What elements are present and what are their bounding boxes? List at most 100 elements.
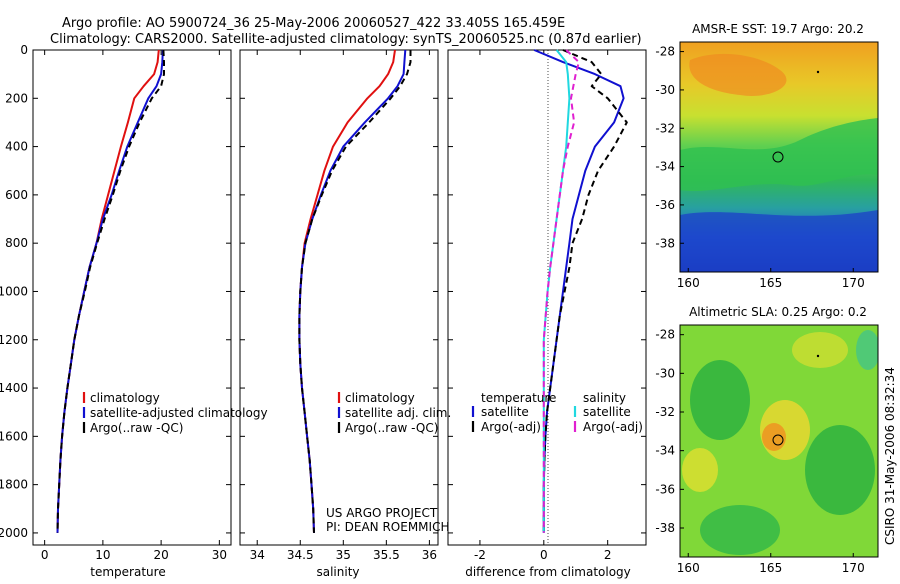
sst-map-frame <box>679 41 879 273</box>
sla-map-ticks: 160 165 170 -28 -30 -32 -34 -36 -38 <box>655 328 864 575</box>
x-tick-label: 0 <box>540 548 548 562</box>
figure-title-line1: Argo profile: AO 5900724_36 25-May-2006 … <box>62 16 565 31</box>
sla-map-dot <box>816 354 820 358</box>
legend-label-climatology: climatology <box>345 391 415 405</box>
x-tick-label: 30 <box>212 548 227 562</box>
sst-map-ticks: 160 165 170 -28 -30 -32 -34 -36 -38 <box>655 45 864 290</box>
figure-title-line2: Climatology: CARS2000. Satellite-adjuste… <box>50 32 642 47</box>
sst-map-tongue <box>680 118 878 192</box>
y-tick-label: 600 <box>5 188 28 202</box>
x-tick-label: 34.5 <box>287 548 314 562</box>
temperature-plot: 0 10 20 30 0 200 400 600 800 1000 1200 1400 1600 1800… <box>0 43 231 562</box>
legend-label-temp-satellite: satellite <box>481 405 529 419</box>
salinity-axes <box>239 49 439 546</box>
x-tick-label: 36 <box>422 548 437 562</box>
y-tick-label: 0 <box>20 43 28 57</box>
y-tick-label: -32 <box>655 405 675 419</box>
y-tick-label: -34 <box>655 160 675 174</box>
difference-legend: temperature salinity satellite Argo(-adj… <box>471 391 643 434</box>
y-tick-label: -38 <box>655 521 675 535</box>
sla-float-marker <box>772 434 784 446</box>
pi-annotation: PI: DEAN ROEMMICH <box>326 520 449 534</box>
y-tick-label: -36 <box>655 198 675 212</box>
y-tick-label: -36 <box>655 482 675 496</box>
x-tick-label: 170 <box>842 561 865 575</box>
series-line-argo-raw-qc <box>298 50 412 533</box>
series-line-satellite-adj-clim <box>298 49 407 533</box>
legend-label-satellite: satellite-adjusted climatology <box>90 406 268 420</box>
temperature-xlabel: temperature <box>90 565 165 579</box>
salinity-xlabel: salinity <box>316 565 359 579</box>
sla-map-image <box>680 325 878 557</box>
difference-xlabel: difference from climatology <box>465 565 631 579</box>
x-tick-label: 165 <box>759 561 782 575</box>
y-tick-label: 1600 <box>0 429 28 443</box>
y-tick-label: 800 <box>5 236 28 250</box>
x-tick-label: 2 <box>604 548 612 562</box>
sla-map-green-blob <box>805 425 875 515</box>
legend-label-argo: Argo(..raw -QC) <box>90 421 183 435</box>
x-tick-label: 160 <box>677 561 700 575</box>
legend-label-climatology: climatology <box>90 391 160 405</box>
sla-map-title: Altimetric SLA: 0.25 Argo: 0.2 <box>689 305 867 319</box>
difference-axes <box>447 49 647 546</box>
sla-map-yellow-blob <box>682 448 718 492</box>
sla-map-frame <box>679 324 879 558</box>
series-line-temperature-satellite <box>533 49 625 533</box>
difference-plot: -2 0 2 <box>448 49 646 562</box>
x-tick-label: 20 <box>153 548 168 562</box>
salinity-plot: 34 34.5 35 35.5 36 <box>240 49 438 562</box>
y-tick-label: -38 <box>655 236 675 250</box>
series-line-climatology <box>298 49 396 533</box>
temperature-axes <box>32 49 232 546</box>
y-tick-label: -28 <box>655 328 675 342</box>
legend-label-satellite: satellite adj. clim. <box>345 406 451 420</box>
series-line-argo-raw-qc <box>56 49 165 533</box>
sst-map-cool-band <box>680 210 878 272</box>
series-line-temperature-argo-adj <box>542 49 628 533</box>
sst-map-warm-blob <box>689 53 787 96</box>
sst-map-image <box>680 42 878 272</box>
x-tick-label: 35 <box>336 548 351 562</box>
temperature-legend: climatology satellite-adjusted climatolo… <box>82 391 268 435</box>
series-line-salinity-argo-adj <box>542 49 580 533</box>
side-timestamp-label: CSIRO 31-May-2006 08:32:34 <box>883 367 897 545</box>
x-tick-label: 10 <box>95 548 110 562</box>
sla-map-green-blob <box>700 505 780 555</box>
x-tick-label: -2 <box>474 548 486 562</box>
y-tick-label: 1400 <box>0 381 28 395</box>
sst-map-title: AMSR-E SST: 19.7 Argo: 20.2 <box>692 22 864 36</box>
series-line-climatology <box>56 49 160 533</box>
legend-label-sal-argo: Argo(-adj) <box>583 420 643 434</box>
sla-map-green-blob <box>690 360 750 440</box>
y-tick-label: 1200 <box>0 333 28 347</box>
salinity-legend: climatology satellite adj. clim. Argo(..… <box>337 391 451 435</box>
project-annotation: US ARGO PROJECT <box>326 506 438 520</box>
y-tick-label: -32 <box>655 121 675 135</box>
y-tick-label: -30 <box>655 366 675 380</box>
y-tick-label: 1000 <box>0 284 28 298</box>
y-tick-label: 200 <box>5 91 28 105</box>
x-tick-label: 35.5 <box>373 548 400 562</box>
legend-label-argo: Argo(..raw -QC) <box>345 421 438 435</box>
y-tick-label: -30 <box>655 83 675 97</box>
sla-map-cyan-blob <box>856 330 878 370</box>
sla-map-yellow-blob <box>792 332 848 368</box>
series-line-satellite-adjusted-climatology <box>56 49 164 533</box>
x-tick-label: 34 <box>250 548 265 562</box>
legend-header-salinity: salinity <box>583 391 626 405</box>
x-tick-label: 165 <box>759 276 782 290</box>
y-tick-label: -28 <box>655 45 675 59</box>
y-tick-label: 400 <box>5 140 28 154</box>
x-tick-label: 0 <box>41 548 49 562</box>
sst-float-marker <box>772 151 784 163</box>
y-tick-label: 1800 <box>0 478 28 492</box>
legend-label-sal-satellite: satellite <box>583 405 631 419</box>
legend-label-temp-argo: Argo(-adj) <box>481 420 541 434</box>
y-tick-label: 2000 <box>0 526 28 540</box>
x-tick-label: 160 <box>677 276 700 290</box>
sst-map-dot <box>816 70 820 74</box>
x-tick-label: 170 <box>842 276 865 290</box>
y-tick-label: -34 <box>655 444 675 458</box>
